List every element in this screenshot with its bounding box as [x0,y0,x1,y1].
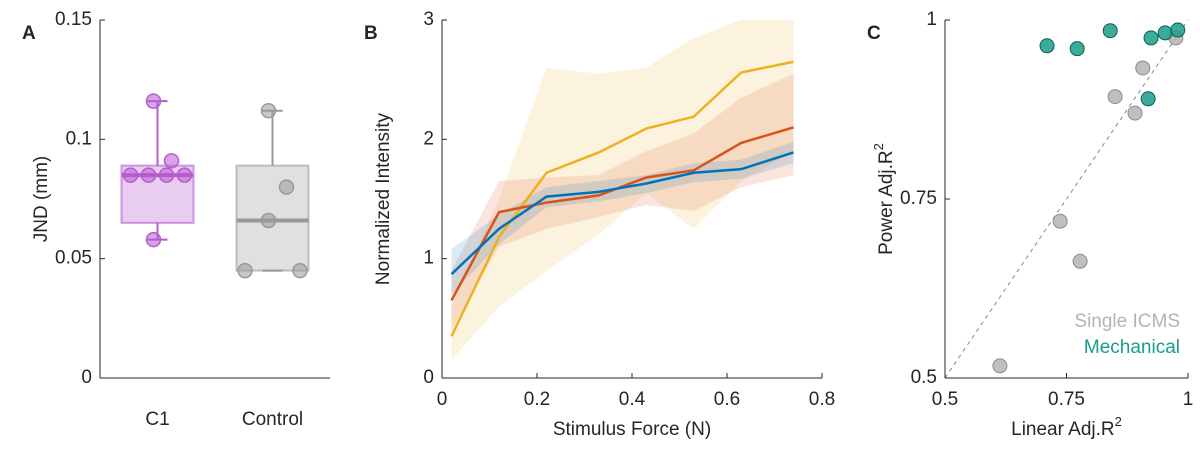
axis-label: Power Adj.R2 [871,143,897,255]
y-tick-label: 0.05 [55,248,92,269]
data-point [260,102,277,119]
data-point [237,262,253,279]
data-point [292,262,308,279]
y-tick-label: 0 [423,367,434,388]
x-tick-label: Control [242,409,303,430]
data-point [1072,253,1088,269]
x-tick-label: 0 [437,389,448,410]
y-tick-label: 0.1 [66,128,92,149]
x-tick-label: 1 [1183,389,1194,410]
data-point [122,167,139,183]
x-tick-label: 0.8 [809,389,835,410]
axis-label: Linear Adj.R2 [1011,414,1122,440]
data-point [1170,22,1186,38]
axis-label: Stimulus Force (N) [553,419,711,440]
data-point [176,167,193,183]
y-tick-label: 0.75 [900,188,937,209]
panel-label: C [867,23,881,44]
data-point [1127,105,1143,121]
data-point [1157,25,1173,41]
axis-label: Normalized Intensity [373,112,394,285]
data-point [1052,213,1068,229]
data-point [992,358,1008,374]
line [450,60,794,337]
y-tick-label: 0.15 [55,9,92,30]
legend-label: Mechanical [1084,337,1180,358]
x-tick-label: 0.2 [524,389,550,410]
y-tick-label: 1 [423,248,434,269]
reference-line [944,19,1189,379]
y-tick-label: 3 [423,9,434,30]
data-point [1107,89,1123,105]
error-band [451,73,794,331]
panel-label: B [364,23,378,44]
x-tick-label: 0.5 [932,389,958,410]
data-point [145,93,162,109]
y-tick-label: 2 [423,128,434,149]
data-point [145,231,162,248]
data-point [1069,41,1085,57]
data-point [1102,23,1118,39]
axis-label: JND (mm) [31,156,52,243]
data-point [260,212,277,229]
x-tick-label: C1 [145,409,169,430]
axis-label-text: Power Adj.R [876,150,897,255]
x-tick-label: 0.75 [1048,389,1085,410]
x-tick-label: 0.4 [619,389,646,410]
data-point [158,167,175,183]
axis-label-sup: 2 [1115,414,1122,429]
panel-label: A [22,23,36,44]
data-point [1143,30,1159,46]
x-tick-label: 0.6 [714,389,740,410]
data-point [140,167,157,183]
line [450,151,794,276]
data-point [1135,60,1151,76]
data-point [163,153,180,169]
legend-label: Single ICMS [1074,311,1180,332]
data-point [1140,91,1156,107]
axis-label-sup: 2 [871,143,886,150]
y-tick-label: 0.5 [911,367,937,388]
y-tick-label: 0 [81,367,92,388]
data-point [1039,38,1055,54]
y-tick-label: 1 [926,9,937,30]
axis-label-text: Linear Adj.R [1011,419,1115,440]
data-point [278,179,295,195]
error-band [451,141,794,295]
